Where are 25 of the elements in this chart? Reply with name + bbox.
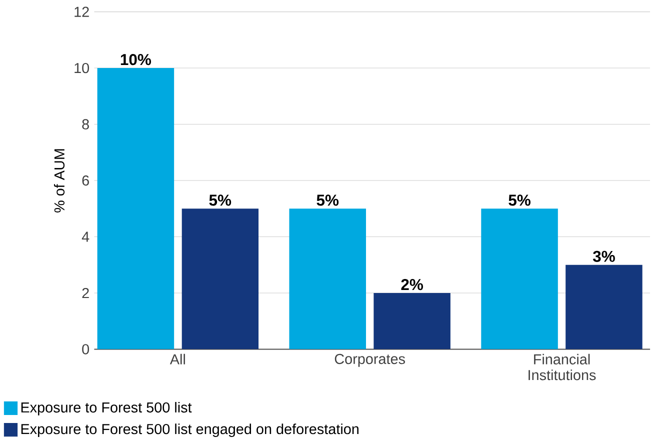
data-label: 5% — [209, 194, 232, 206]
bar — [182, 208, 259, 350]
data-label: 2% — [401, 279, 424, 290]
data-label: 5% — [316, 194, 339, 206]
x-tick-label: All — [170, 354, 185, 364]
x-tick-label: Financial Institutions — [528, 354, 596, 380]
x-tick-label: Corporates — [334, 354, 405, 368]
legend-label: Exposure to Forest 500 list engaged on deforestation — [21, 424, 358, 438]
bar — [97, 68, 174, 350]
bar — [289, 208, 366, 350]
bar — [481, 208, 558, 350]
y-tick-label: 6 — [82, 176, 89, 186]
legend-label: Exposure to Forest 500 list — [21, 402, 192, 416]
bar — [566, 265, 642, 350]
data-label: 3% — [592, 251, 615, 262]
y-axis-title: % of AUM — [54, 149, 65, 213]
bar — [374, 293, 450, 350]
y-tick-label: 0 — [82, 344, 90, 355]
y-tick-label: 10 — [74, 63, 90, 74]
data-label: 10% — [120, 54, 152, 66]
y-tick-label: 12 — [74, 6, 89, 18]
y-tick-label: 8 — [82, 119, 89, 130]
y-tick-label: 4 — [82, 232, 90, 242]
y-tick-label: 2 — [82, 288, 89, 298]
data-label: 5% — [508, 194, 530, 206]
